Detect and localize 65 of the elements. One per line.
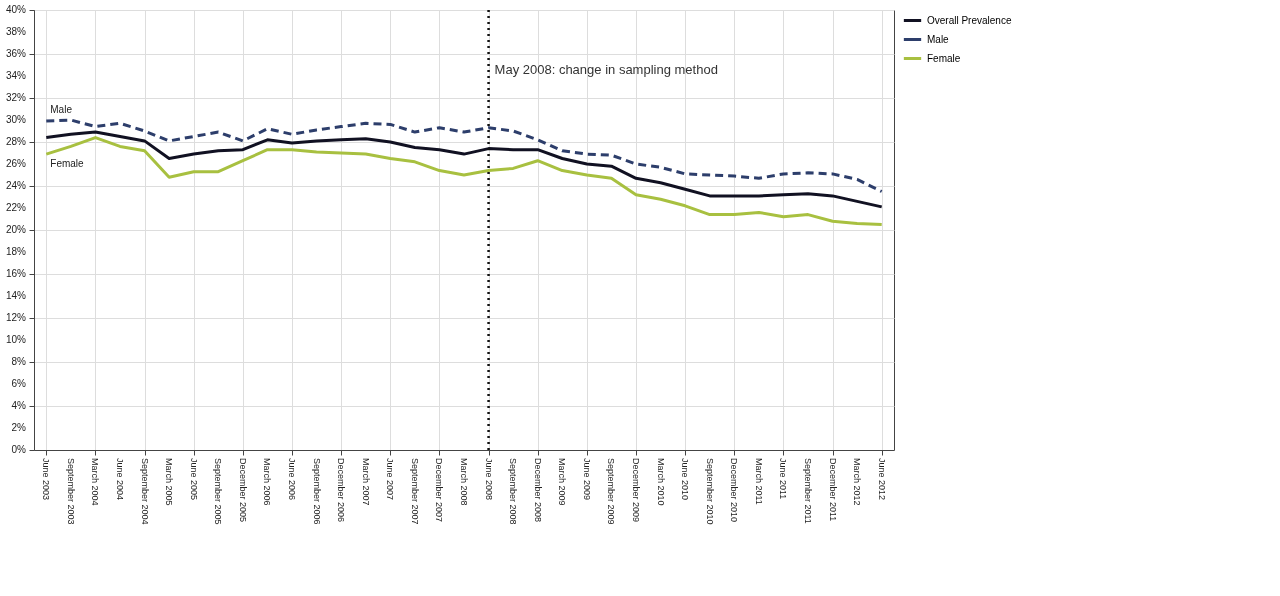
y-tick-label: 8% bbox=[11, 356, 27, 367]
x-tick-label: September 2005 bbox=[213, 458, 224, 525]
y-tick-label: 18% bbox=[5, 246, 27, 257]
x-tick-label: September 2008 bbox=[508, 458, 519, 525]
y-tick-label: 30% bbox=[5, 114, 27, 125]
x-tick-label: December 2007 bbox=[434, 458, 445, 523]
x-tick-label: March 2011 bbox=[753, 458, 764, 505]
x-tick-label: June 2003 bbox=[41, 458, 52, 501]
y-tick-label: 32% bbox=[5, 92, 27, 103]
x-tick-label: June 2009 bbox=[581, 458, 592, 501]
x-tick-label: September 2004 bbox=[139, 458, 150, 525]
x-tick-label: June 2004 bbox=[115, 458, 125, 501]
x-tick-label: December 2006 bbox=[336, 458, 347, 523]
x-tick-label: September 2009 bbox=[606, 458, 617, 525]
x-tick-label: March 2005 bbox=[164, 458, 175, 506]
x-tick-label: December 2005 bbox=[237, 458, 248, 523]
y-tick-label: 16% bbox=[5, 268, 27, 279]
x-tick-label: March 2004 bbox=[90, 458, 101, 506]
y-tick-label: 26% bbox=[5, 158, 27, 169]
legend-label: Female bbox=[927, 52, 961, 64]
x-tick-label: June 2006 bbox=[287, 458, 297, 501]
line-series bbox=[44, 136, 884, 226]
y-tick-label: 14% bbox=[5, 290, 27, 301]
x-tick-label: June 2010 bbox=[680, 458, 691, 501]
y-tick-label: 38% bbox=[5, 26, 27, 37]
x-tick-label: December 2011 bbox=[827, 458, 838, 522]
x-tick-label: June 2012 bbox=[876, 458, 887, 501]
y-tick-label: 34% bbox=[5, 70, 27, 81]
x-tick-label: September 2010 bbox=[704, 458, 715, 525]
x-tick-label: March 2008 bbox=[459, 458, 469, 506]
x-tick-label: June 2007 bbox=[385, 458, 396, 501]
x-tick-label: March 2010 bbox=[655, 458, 666, 506]
x-tick-label: September 2003 bbox=[65, 458, 76, 525]
y-tick-label: 28% bbox=[5, 136, 27, 147]
y-tick-label: 36% bbox=[5, 48, 27, 59]
x-tick-label: September 2011 bbox=[803, 458, 813, 524]
y-tick-label: 24% bbox=[5, 180, 27, 191]
x-tick-label: December 2010 bbox=[729, 458, 740, 523]
y-tick-label: 20% bbox=[5, 224, 27, 235]
y-tick-label: 2% bbox=[11, 422, 27, 433]
x-tick-label: March 2006 bbox=[262, 458, 273, 506]
ref-line-label: May 2008: change in sampling method bbox=[494, 62, 718, 77]
annotation: Female bbox=[50, 158, 85, 170]
x-tick-label: June 2011 bbox=[778, 458, 789, 500]
x-tick-label: June 2008 bbox=[483, 458, 494, 501]
x-tick-label: March 2012 bbox=[852, 458, 863, 506]
legend-label: Male bbox=[927, 33, 950, 45]
x-tick-label: September 2006 bbox=[311, 458, 322, 525]
y-tick-label: 6% bbox=[11, 378, 27, 389]
y-tick-label: 0% bbox=[11, 444, 27, 455]
x-tick-label: June 2005 bbox=[188, 458, 199, 501]
x-tick-label: March 2007 bbox=[360, 458, 371, 506]
x-tick-label: December 2008 bbox=[532, 458, 543, 523]
y-tick-label: 4% bbox=[11, 400, 27, 411]
x-tick-label: March 2009 bbox=[557, 458, 568, 506]
x-tick-label: September 2007 bbox=[409, 458, 420, 525]
y-tick-label: 12% bbox=[5, 312, 27, 323]
legend-label: Overall Prevalence bbox=[927, 14, 1012, 26]
line-series bbox=[44, 118, 884, 193]
line-series bbox=[44, 130, 884, 209]
y-tick-label: 10% bbox=[5, 334, 27, 345]
y-tick-label: 40% bbox=[5, 4, 27, 15]
x-tick-label: December 2009 bbox=[631, 458, 641, 523]
annotation: Male bbox=[50, 104, 73, 115]
y-tick-label: 22% bbox=[5, 202, 27, 213]
